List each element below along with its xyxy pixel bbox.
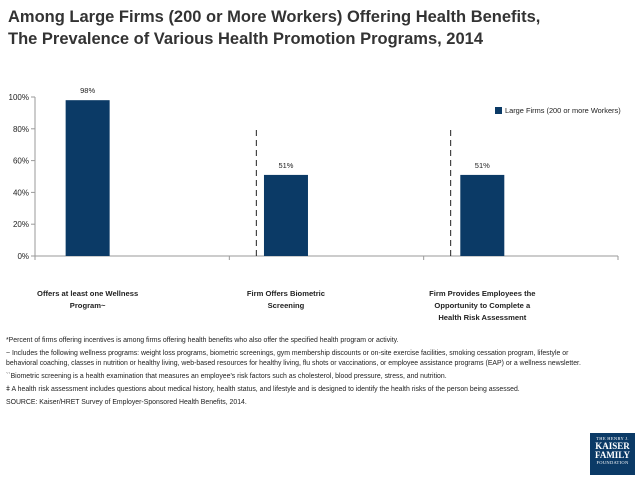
x-category-label-line: Firm Provides Employees the	[429, 289, 536, 298]
x-category-label-line: Opportunity to Complete a	[434, 301, 531, 310]
chart-title: Among Large Firms (200 or More Workers) …	[8, 6, 628, 50]
chart-title-line-1: Among Large Firms (200 or More Workers) …	[8, 8, 541, 26]
kff-logo: THE HENRY J. KAISER FAMILY FOUNDATION	[590, 433, 635, 475]
y-tick-label: 0%	[17, 252, 29, 261]
bar-chart: 0% 20% 40% 60% 80% 100% 98% 51% 51%	[9, 86, 619, 261]
footnote-wellness-programs: ~ Includes the following wellness progra…	[6, 350, 581, 367]
y-tick-label: 60%	[13, 157, 29, 166]
x-category-label-line: Firm Offers Biometric	[246, 289, 325, 298]
bar-data-label: 98%	[80, 86, 95, 95]
source-note: SOURCE: Kaiser/HRET Survey of Employer-S…	[6, 399, 247, 406]
logo-line-2: KAISER	[595, 441, 630, 451]
x-category-label: Firm Provides Employees the Opportunity t…	[417, 288, 547, 324]
x-category-label-line: Screening	[267, 301, 305, 310]
bar	[65, 100, 110, 257]
y-tick-label: 20%	[13, 220, 29, 229]
y-tick-label: 80%	[13, 125, 29, 134]
legend-swatch	[495, 107, 502, 114]
x-category-label-line: Health Risk Assessment	[438, 313, 527, 322]
y-tick-label: 100%	[9, 93, 29, 102]
x-category-label-line: Offers at least one Wellness	[37, 289, 139, 298]
bar-data-label: 51%	[278, 161, 293, 170]
logo-line-4: FOUNDATION	[596, 460, 629, 465]
chart-legend: Large Firms (200 or more Workers)	[495, 106, 621, 115]
logo-line-1: THE HENRY J.	[596, 436, 629, 441]
y-tick-label: 40%	[13, 188, 29, 197]
footnote-biometric: ``Biometric screening is a health examin…	[6, 373, 447, 380]
bar	[460, 174, 505, 256]
chart-title-line-2: The Prevalence of Various Health Promoti…	[8, 30, 483, 48]
logo-line-3: FAMILY	[594, 450, 630, 460]
footnote-incentives: *Percent of firms offering incentives is…	[6, 337, 399, 344]
x-category-label-line: Program~	[69, 301, 106, 310]
legend-label: Large Firms (200 or more Workers)	[505, 106, 621, 115]
bar	[263, 174, 308, 256]
footnotes: *Percent of firms offering incentives is…	[6, 336, 586, 411]
x-category-label: Firm Offers Biometric Screening	[221, 288, 351, 312]
footnote-health-risk: ǂ A health risk assessment includes ques…	[6, 386, 520, 393]
x-category-label: Offers at least one Wellness Program~	[23, 288, 153, 312]
bar-data-label: 51%	[475, 161, 490, 170]
